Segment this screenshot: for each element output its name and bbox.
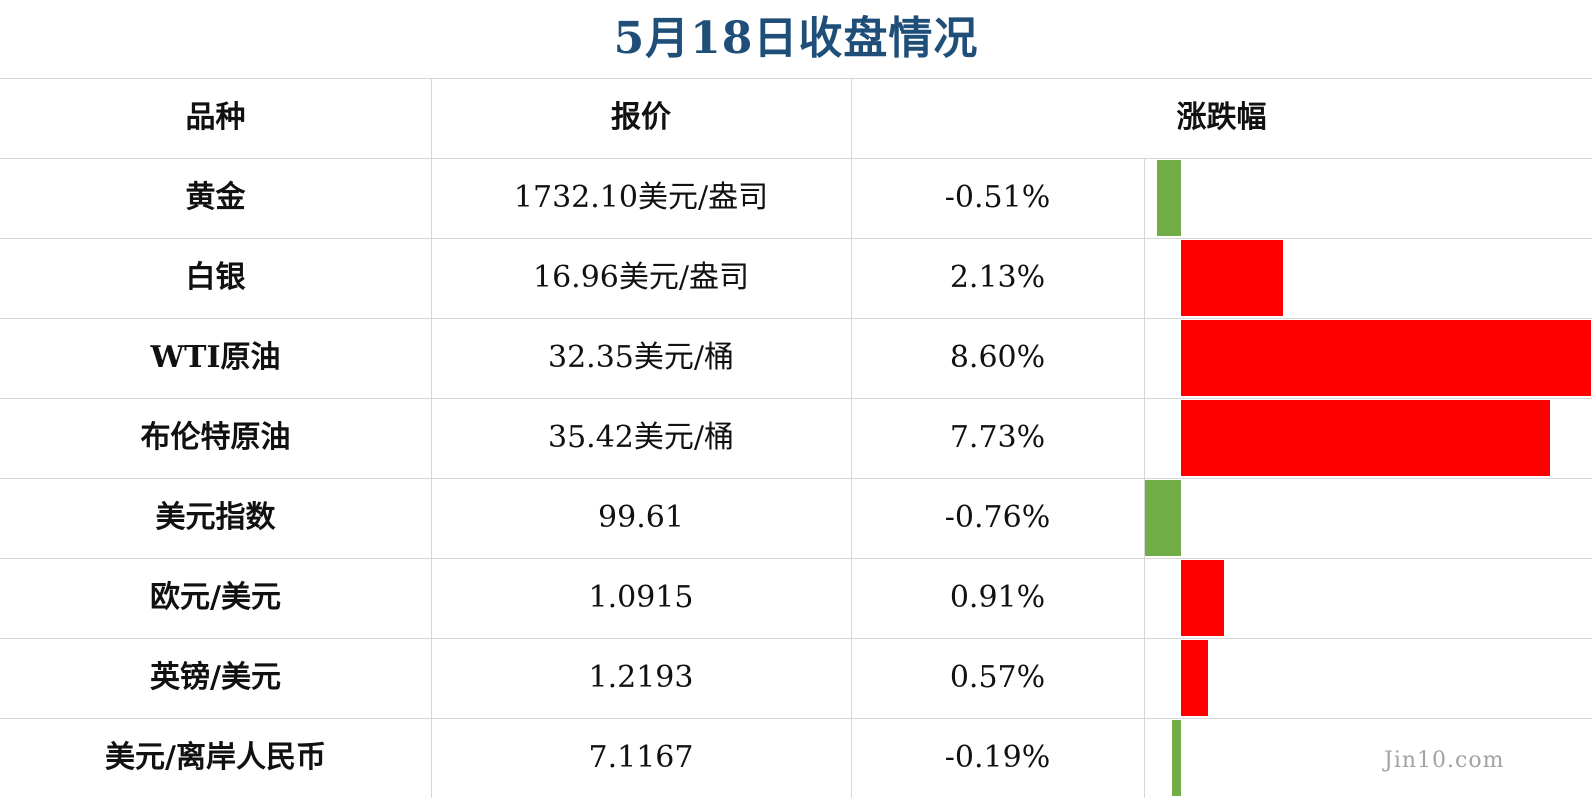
row-name: 布伦特原油 [140, 420, 291, 455]
row-change: 2.13% [949, 260, 1046, 295]
grid-line-horizontal [0, 478, 1592, 479]
row-name: 白银 [185, 260, 246, 295]
row-change: -0.51% [944, 180, 1051, 215]
row-change: 8.60% [949, 340, 1046, 375]
grid-line-horizontal [0, 158, 1592, 159]
grid-line-vertical [1144, 158, 1145, 798]
change-bar [1181, 320, 1591, 396]
row-name: 美元指数 [155, 500, 276, 535]
grid-line-vertical [431, 78, 432, 798]
row-price: 1.2193 [588, 660, 694, 695]
grid-line-horizontal [0, 398, 1592, 399]
row-change: 0.91% [949, 580, 1046, 615]
change-bar [1181, 240, 1283, 316]
grid-line-horizontal [0, 558, 1592, 559]
row-change: -0.19% [944, 740, 1051, 775]
row-name: 英镑/美元 [150, 660, 281, 695]
row-price: 1732.10美元/盎司 [513, 180, 769, 215]
row-change: -0.76% [944, 500, 1051, 535]
change-bar [1181, 560, 1225, 636]
grid-line-horizontal [0, 78, 1592, 79]
header-name: 品种 [185, 100, 246, 135]
row-price: 1.0915 [588, 580, 694, 615]
row-name: 美元/离岸人民币 [105, 740, 326, 775]
row-change: 0.57% [949, 660, 1046, 695]
change-bar [1156, 160, 1181, 236]
row-change: 7.73% [949, 420, 1046, 455]
row-price: 7.1167 [588, 740, 694, 775]
grid-line-vertical [851, 78, 852, 798]
header-price: 报价 [611, 100, 671, 135]
grid-line-horizontal [0, 638, 1592, 639]
row-price: 16.96美元/盎司 [533, 260, 749, 295]
change-bar [1171, 720, 1181, 796]
row-name: 欧元/美元 [150, 580, 281, 615]
change-bar [1181, 640, 1209, 716]
grid-line-horizontal [0, 718, 1592, 719]
change-bar [1144, 480, 1181, 556]
table-title: 5月18日收盘情况 [613, 13, 979, 64]
jin10-watermark: Jin10.com [1384, 748, 1505, 773]
grid-line-horizontal [0, 318, 1592, 319]
row-price: 35.42美元/桶 [548, 420, 734, 455]
row-name: WTI原油 [150, 340, 281, 375]
row-name: 黄金 [185, 180, 246, 215]
header-change: 涨跌幅 [1176, 100, 1267, 135]
change-bar [1181, 400, 1550, 476]
row-price: 32.35美元/桶 [548, 340, 734, 375]
grid-line-horizontal [0, 238, 1592, 239]
row-price: 99.61 [598, 500, 684, 535]
